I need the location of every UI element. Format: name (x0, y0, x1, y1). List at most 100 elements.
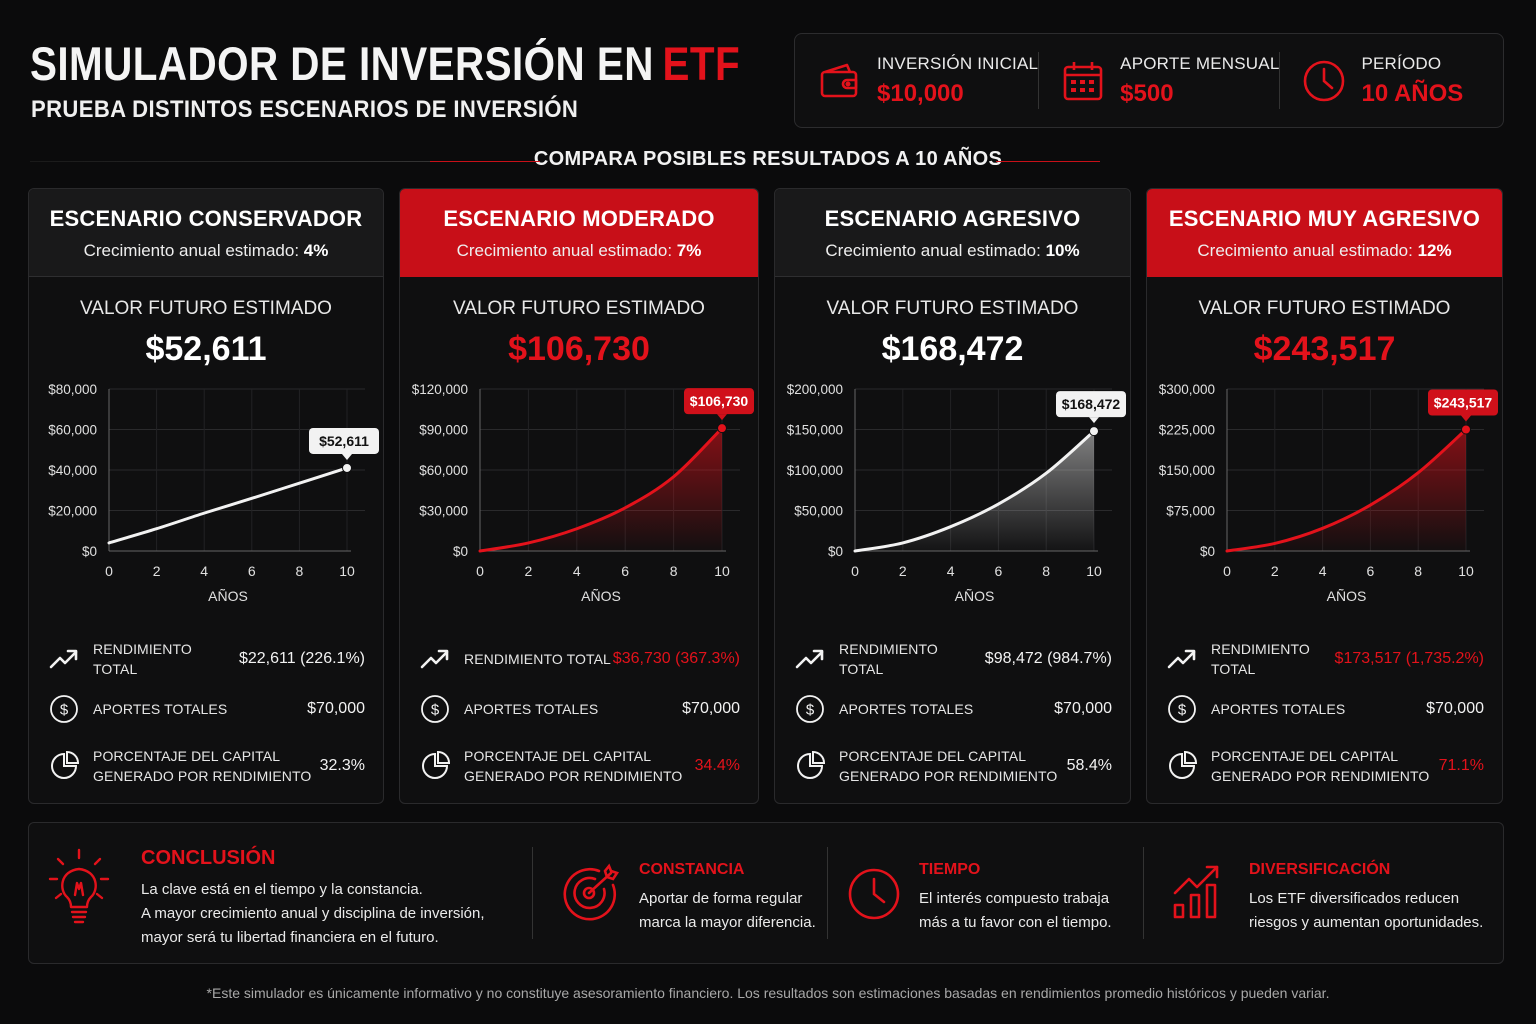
stat-value: 34.4% (694, 757, 740, 774)
dollar-coin-icon: $ (793, 692, 827, 726)
stat-label: APORTES TOTALES (1211, 701, 1346, 717)
end-value-label: $106,730 (690, 393, 749, 409)
pie-chart-icon (418, 749, 452, 783)
scenario-header: ESCENARIO MODERADO Crecimiento anual est… (400, 189, 758, 277)
future-value: $106,730 (508, 330, 650, 368)
stat-contributions: $ APORTES TOTALES $70,000 (793, 684, 1112, 734)
section-title: COMPARA POSIBLES RESULTADOS A 10 AÑOS (0, 148, 1536, 171)
series-line (478, 426, 724, 553)
end-value-callout: $106,730 (684, 388, 754, 421)
stat-value: $98,472 (984.7%) (984, 650, 1112, 667)
end-value-callout: $243,517 (1428, 389, 1498, 422)
param-initial-investment: INVERSIÓN INICIAL $10,000 (795, 34, 1038, 127)
title-accent: ETF (662, 37, 741, 90)
tip-title: DIVERSIFICACIÓN (1249, 861, 1391, 878)
target-icon (563, 863, 620, 921)
future-value: $243,517 (1253, 330, 1396, 368)
x-tick-label: 4 (573, 563, 581, 579)
y-tick-label: $225,000 (1159, 423, 1215, 438)
wallet-icon (820, 63, 858, 97)
y-tick-label: $75,000 (1166, 504, 1215, 519)
svg-text:$: $ (1178, 702, 1187, 719)
end-value-callout: $168,472 (1056, 391, 1126, 424)
stat-value: $173,517 (1,735.2%) (1334, 650, 1484, 667)
scenario-card: ESCENARIO MUY AGRESIVO Crecimiento anual… (1146, 188, 1503, 804)
callout-pointer (717, 414, 727, 421)
end-value-label: $243,517 (1434, 395, 1493, 411)
conclusion-title: CONCLUSIÓN (141, 847, 276, 869)
stat-label-line: GENERADO POR RENDIMIENTO (464, 768, 683, 784)
stat-total-return: RENDIMIENTO TOTAL $36,730 (367.3%) (418, 634, 740, 684)
divider-line (996, 161, 1100, 162)
x-tick-label: 2 (525, 563, 533, 579)
tip-line: riesgos y aumentan oportunidades. (1249, 914, 1484, 931)
scenario-title: ESCENARIO AGRESIVO (824, 206, 1081, 231)
x-tick-label: 0 (851, 563, 859, 579)
future-value-label: VALOR FUTURO ESTIMADO (80, 298, 332, 319)
x-axis-label: AÑOS (955, 588, 995, 604)
x-tick-label: 8 (296, 563, 304, 579)
page-subtitle: PRUEBA DISTINTOS ESCENARIOS DE INVERSIÓN (31, 96, 579, 123)
callout-box (1428, 389, 1498, 416)
scenario-growth: Crecimiento anual estimado: 4% (29, 241, 383, 261)
stat-label-line: PORCENTAJE DEL CAPITAL (1211, 748, 1399, 764)
stat-label-line: GENERADO POR RENDIMIENTO (839, 768, 1058, 784)
scenario-header: ESCENARIO AGRESIVO Crecimiento anual est… (775, 189, 1130, 277)
scenario-header: ESCENARIO MUY AGRESIVO Crecimiento anual… (1147, 189, 1502, 277)
stat-value: $70,000 (682, 700, 740, 717)
stat-label: RENDIMIENTO TOTAL (1211, 641, 1310, 677)
title-main: SIMULADOR DE INVERSIÓN EN (30, 37, 654, 90)
x-tick-label: 10 (339, 563, 355, 579)
scenario-title: ESCENARIO MUY AGRESIVO (1168, 206, 1481, 231)
param-label: PERÍODO (1361, 53, 1442, 73)
scenario-title: ESCENARIO CONSERVADOR (49, 206, 363, 231)
growth-chart: $0 $30,000 $60,000 $90,000 $120,000 0 2 4 6 8 10 AÑ… (412, 382, 754, 604)
stat-label: RENDIMIENTO TOTAL (93, 641, 192, 677)
tip-time: TIEMPO El interés compuesto trabaja más … (847, 823, 1147, 963)
tip-title: CONSTANCIA (639, 861, 745, 878)
stat-label: PORCENTAJE DEL CAPITAL GENERADO POR RENDI… (1211, 746, 1439, 786)
x-tick-label: 8 (670, 563, 678, 579)
end-value-callout: $52,611 (309, 427, 379, 460)
y-tick-label: $60,000 (48, 423, 97, 438)
pie-chart-icon (1165, 749, 1199, 783)
svg-text:$: $ (806, 702, 815, 719)
stat-label: APORTES TOTALES (839, 701, 974, 717)
dollar-coin-icon: $ (418, 692, 452, 726)
divider (532, 847, 533, 939)
callout-pointer (1089, 417, 1099, 424)
stat-label-line: PORCENTAJE DEL CAPITAL (839, 748, 1027, 764)
future-value: $52,611 (145, 330, 267, 368)
stat-capital-pct: PORCENTAJE DEL CAPITAL GENERADO POR RENDI… (1165, 734, 1484, 798)
tip-line: El interés compuesto trabaja (919, 890, 1110, 907)
page-title: SIMULADOR DE INVERSIÓN EN ETF (30, 36, 740, 91)
stat-capital-pct: PORCENTAJE DEL CAPITAL GENERADO POR RENDI… (793, 734, 1112, 798)
x-tick-label: 0 (476, 563, 484, 579)
scenario-growth: Crecimiento anual estimado: 10% (775, 241, 1130, 261)
scenario-card: ESCENARIO MODERADO Crecimiento anual est… (399, 188, 759, 804)
section-title-text: COMPARA POSIBLES RESULTADOS A 10 AÑOS (533, 148, 1003, 170)
stat-value: $70,000 (1054, 700, 1112, 717)
future-value-label: VALOR FUTURO ESTIMADO (453, 298, 705, 319)
tip-line: más a tu favor con el tiempo. (919, 914, 1112, 931)
param-period: PERÍODO 10 AÑOS (1279, 34, 1503, 127)
tip-line: Aportar de forma regular (639, 890, 803, 907)
y-tick-label: $300,000 (1159, 382, 1215, 397)
dollar-coin-icon: $ (1165, 692, 1199, 726)
tip-text: Los ETF diversificados reducen riesgos y… (1249, 887, 1483, 935)
scenario-stats: RENDIMIENTO TOTAL $173,517 (1,735.2%) $ … (1165, 634, 1484, 798)
pie-chart-icon (47, 749, 81, 783)
stat-label: RENDIMIENTO TOTAL (839, 641, 938, 677)
scenario-growth: Crecimiento anual estimado: 12% (1147, 241, 1502, 261)
x-tick-label: 2 (899, 563, 907, 579)
trend-up-icon (793, 642, 827, 676)
y-tick-label: $80,000 (48, 382, 97, 397)
growth-rate: 12% (1417, 241, 1452, 260)
clock-icon (848, 868, 900, 920)
stat-value: $22,611 (226.1%) (238, 650, 365, 667)
tip-constancy: CONSTANCIA Aportar de forma regular marc… (559, 823, 819, 963)
x-axis-label: AÑOS (1327, 588, 1367, 604)
y-tick-label: $0 (1200, 544, 1215, 559)
y-tick-label: $150,000 (787, 423, 843, 438)
tip-diversification: DIVERSIFICACIÓN Los ETF diversificados r… (1169, 823, 1499, 963)
